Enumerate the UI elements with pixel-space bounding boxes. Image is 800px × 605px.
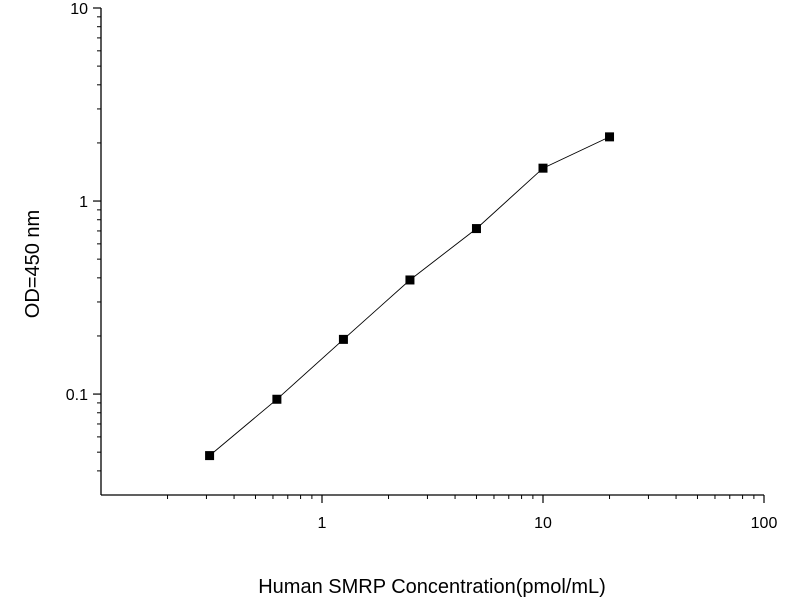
data-point <box>538 163 548 173</box>
y-axis-title: OD=450 nm <box>22 210 44 318</box>
x-tick-label: 1 <box>318 515 327 532</box>
data-point <box>338 334 348 344</box>
x-tick-label: 100 <box>751 515 778 532</box>
y-tick-label: 10 <box>70 1 88 18</box>
data-point <box>471 224 481 234</box>
data-point <box>205 451 215 461</box>
y-tick-label: 1 <box>79 194 88 211</box>
x-axis-title: Human SMRP Concentration(pmol/mL) <box>258 576 606 598</box>
axes-layer: 1 10 100 0.1 1 10 <box>66 1 778 532</box>
series-layer <box>205 132 615 461</box>
data-point <box>272 394 282 404</box>
series-line <box>209 136 610 456</box>
x-tick-label: 10 <box>534 515 552 532</box>
data-point <box>605 132 615 142</box>
y-tick-label: 0.1 <box>66 387 88 404</box>
data-point <box>405 275 415 285</box>
